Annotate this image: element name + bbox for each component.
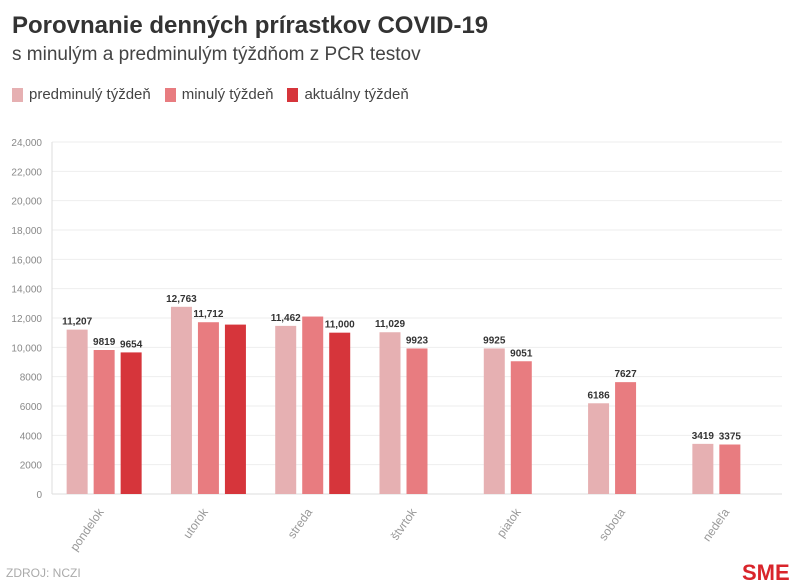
bar [719, 444, 741, 494]
y-tick-label: 18,000 [11, 226, 42, 237]
bar [93, 349, 115, 494]
y-tick-label: 16,000 [11, 255, 42, 266]
data-label: 11,000 [325, 320, 355, 331]
y-tick-label: 22,000 [11, 167, 42, 178]
legend-label: predminulý týždeň [29, 86, 151, 103]
data-label: 9925 [483, 335, 506, 346]
data-label: 9819 [93, 337, 116, 348]
bar [197, 322, 219, 494]
bar [224, 324, 246, 494]
bar [302, 316, 324, 494]
x-tick-label: pondelok [67, 505, 107, 554]
data-label: 9654 [120, 339, 143, 350]
bar [692, 443, 714, 494]
data-label: 3375 [719, 432, 742, 443]
bar [588, 403, 610, 494]
y-tick-label: 14,000 [11, 285, 42, 296]
legend-item: minulý týždeň [164, 86, 274, 103]
x-tick-label: štvrtok [388, 505, 420, 543]
legend-swatch [287, 87, 299, 102]
x-tick-label: utorok [180, 505, 211, 541]
bar [120, 352, 142, 494]
bar [275, 325, 297, 494]
legend-label: minulý týždeň [181, 86, 274, 103]
y-tick-label: 12,000 [11, 314, 42, 325]
bar [170, 306, 192, 494]
legend-item: predminulý týždeň [12, 86, 151, 103]
bar [510, 361, 532, 494]
legend-swatch [12, 87, 23, 102]
y-tick-label: 4000 [20, 431, 43, 442]
legend-swatch [164, 87, 176, 102]
data-label: 3419 [692, 431, 715, 442]
x-tick-label: streda [285, 505, 316, 541]
data-label: 7627 [614, 369, 637, 380]
y-tick-label: 0 [36, 490, 42, 501]
x-tick-label: piatok [494, 505, 524, 540]
data-label: 12,763 [166, 294, 197, 305]
y-tick-label: 10,000 [11, 343, 42, 354]
sme-logo: SME [742, 560, 790, 585]
x-tick-label: nedeľa [700, 505, 733, 543]
data-label: 9923 [406, 335, 429, 346]
legend: predminulý týždeň minulý týždeň aktuálny… [12, 86, 409, 103]
chart-title: Porovnanie denných prírastkov COVID-19 [12, 12, 489, 39]
legend-label: aktuálny týždeň [304, 86, 409, 103]
legend-item: aktuálny týždeň [287, 86, 409, 103]
bar [406, 348, 428, 494]
y-tick-label: 2000 [20, 461, 43, 472]
data-label: 11,712 [193, 309, 223, 320]
y-tick-label: 6000 [20, 402, 43, 413]
bar [615, 382, 637, 494]
x-tick-label: sobota [596, 505, 628, 543]
data-label: 11,029 [375, 319, 405, 330]
source-note: ZDROJ: NCZI [6, 566, 81, 580]
y-tick-label: 8000 [20, 373, 43, 384]
y-tick-label: 24,000 [11, 138, 42, 149]
data-label: 9051 [510, 348, 533, 359]
data-label: 6186 [587, 390, 610, 401]
bar [379, 332, 401, 494]
chart-subtitle: s minulým a predminulým týždňom z PCR te… [12, 44, 421, 65]
y-tick-label: 20,000 [11, 197, 42, 208]
bar [66, 329, 88, 494]
bar [329, 332, 351, 494]
bar [483, 348, 505, 494]
data-label: 11,207 [62, 317, 92, 328]
data-label: 11,462 [271, 313, 301, 324]
